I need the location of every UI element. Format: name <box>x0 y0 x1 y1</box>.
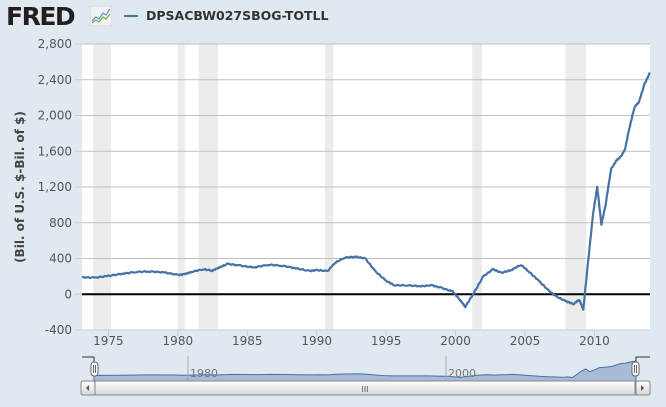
navigator-right-outline <box>635 356 650 362</box>
legend-series-label: DPSACBW027SBOG-TOTLL <box>146 8 329 23</box>
scrollbar-grip: III <box>361 385 368 394</box>
line-chart-icon <box>90 6 112 26</box>
y-tick-label: -400 <box>45 323 72 337</box>
y-tick-label: 1,600 <box>38 144 72 158</box>
series-line <box>81 72 651 311</box>
y-tick-label: 2,400 <box>38 73 72 87</box>
scrollbar-thumb[interactable] <box>94 380 636 396</box>
x-tick-label: 2000 <box>440 334 471 348</box>
y-tick-label: 800 <box>49 216 72 230</box>
x-tick-label: 1985 <box>232 334 263 348</box>
y-tick-label: 400 <box>49 252 72 266</box>
y-axis-ticks: -400 0 400 800 1,200 1,600 2,000 2,400 2,800 <box>38 37 82 337</box>
x-tick-label: 1980 <box>163 334 194 348</box>
y-tick-label: 2,800 <box>38 37 72 51</box>
scrollbar[interactable]: III <box>80 380 651 396</box>
navigator-left-outline <box>82 356 95 362</box>
navigator-label-1980: 1980 <box>190 367 218 380</box>
scroll-right-arrow-icon <box>641 385 644 391</box>
navigator[interactable]: 1980 2000 <box>82 356 650 382</box>
x-tick-label: 1995 <box>371 334 402 348</box>
y-tick-label: 2,000 <box>38 109 72 123</box>
x-tick-label: 2005 <box>510 334 541 348</box>
y-tick-label: 0 <box>64 287 72 301</box>
navigator-series-area <box>93 360 637 382</box>
x-tick-label: 1990 <box>301 334 332 348</box>
navigator-left-handle[interactable] <box>90 361 99 377</box>
navigator-label-2000: 2000 <box>448 367 476 380</box>
navigator-right-handle[interactable] <box>631 361 640 377</box>
legend-line-swatch <box>124 14 138 17</box>
chart-legend[interactable]: DPSACBW027SBOG-TOTLL <box>124 8 329 23</box>
fred-logo[interactable]: FRED <box>6 2 76 31</box>
y-tick-label: 1,200 <box>38 180 72 194</box>
x-tick-label: 2010 <box>579 334 610 348</box>
x-tick-label: 1975 <box>93 334 124 348</box>
scroll-left-arrow-icon <box>86 385 89 391</box>
x-axis-ticks: 1975 1980 1985 1990 1995 2000 2005 2010 <box>93 330 610 348</box>
